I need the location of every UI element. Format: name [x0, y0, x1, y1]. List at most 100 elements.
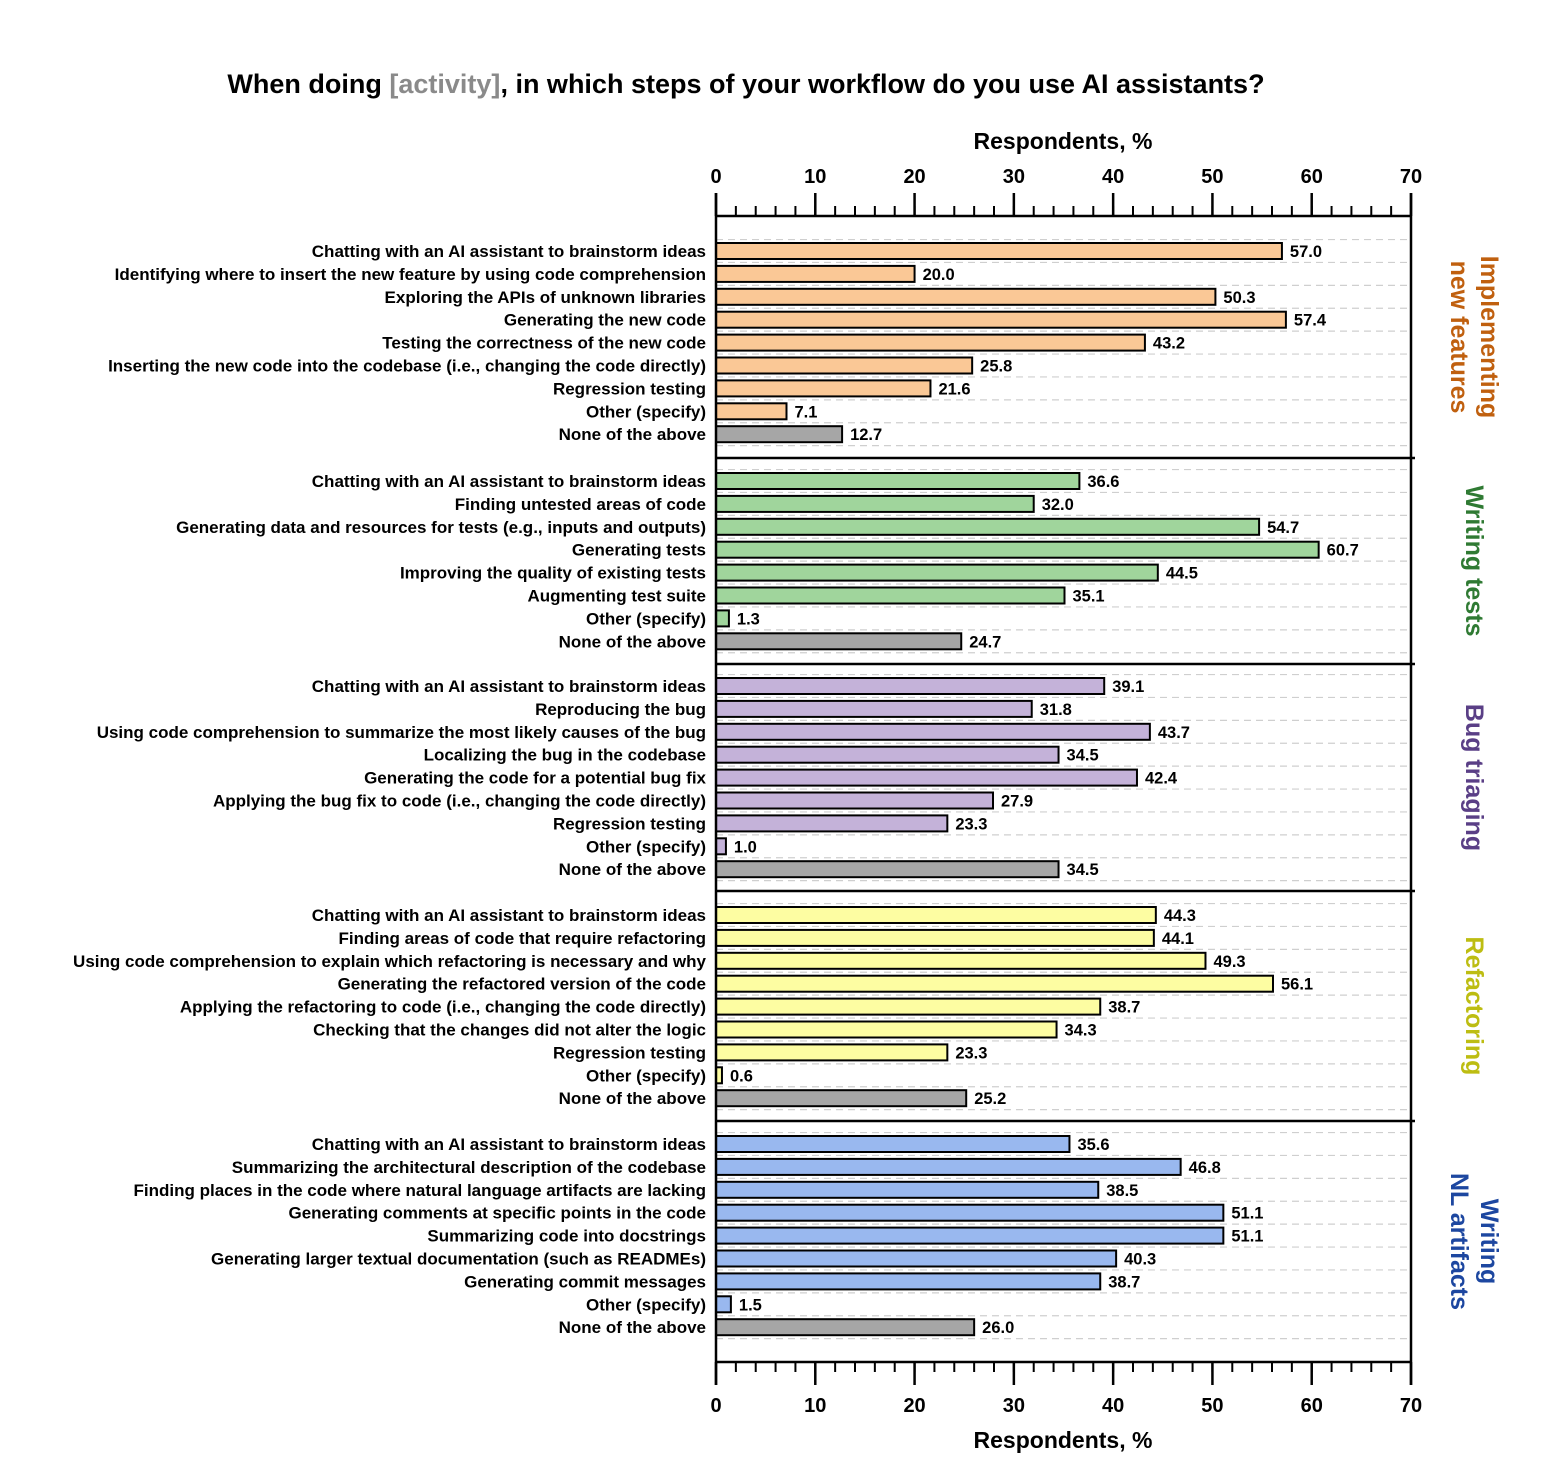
bar: [715, 1180, 1100, 1199]
bar: [715, 745, 1060, 764]
category-label: Chatting with an AI assistant to brainst…: [312, 677, 706, 696]
value-label: 54.7: [1267, 519, 1299, 537]
x-axis-title-top: Respondents, %: [974, 128, 1153, 154]
x-tick-label-bottom: 60: [1301, 1395, 1323, 1417]
bar: [715, 1295, 732, 1314]
category-label: Chatting with an AI assistant to brainst…: [312, 242, 706, 261]
value-label: 1.5: [739, 1296, 762, 1314]
chart-title-highlight: [activity]: [389, 69, 500, 99]
gridlines: [716, 238, 1411, 1340]
category-label: Testing the correctness of the new code: [382, 334, 706, 353]
bar-none-of-the-above: [715, 425, 844, 444]
value-label: 40.3: [1124, 1251, 1156, 1269]
category-label: Applying the bug fix to code (i.e., chan…: [213, 792, 706, 811]
category-label: Improving the quality of existing tests: [400, 564, 706, 583]
value-label: 44.1: [1162, 930, 1194, 948]
bar: [715, 494, 1035, 513]
bar: [715, 1203, 1225, 1222]
bar: [715, 1020, 1058, 1039]
category-label: Generating the code for a potential bug …: [364, 769, 706, 788]
value-label: 43.7: [1158, 724, 1190, 742]
category-label: Applying the refactoring to code (i.e., …: [180, 998, 706, 1017]
bar: [715, 951, 1207, 970]
bar: [715, 699, 1033, 718]
bar-none-of-the-above: [715, 1089, 968, 1108]
x-tick-label-top: 20: [903, 166, 925, 188]
x-tick-label-top: 10: [804, 166, 826, 188]
value-label: 38.5: [1106, 1182, 1138, 1200]
category-label: Other (specify): [586, 402, 706, 421]
x-tick-label-bottom: 20: [903, 1395, 925, 1417]
bar: [715, 310, 1287, 329]
value-label: 34.3: [1065, 1022, 1097, 1040]
category-label: Generating comments at specific points i…: [288, 1204, 706, 1223]
category-label: Finding areas of code that require refac…: [339, 929, 706, 948]
value-label: 43.2: [1153, 335, 1185, 353]
category-label: Summarizing code into docstrings: [427, 1227, 706, 1246]
bar: [715, 563, 1159, 582]
category-label: Generating larger textual documentation …: [211, 1250, 706, 1269]
bar: [715, 379, 932, 398]
bar-none-of-the-above: [715, 860, 1060, 879]
x-tick-label-bottom: 30: [1003, 1395, 1025, 1417]
bar: [715, 997, 1102, 1016]
chart-title-prefix: When doing: [227, 69, 389, 99]
x-tick-label-bottom: 40: [1102, 1395, 1124, 1417]
x-tick-label-top: 30: [1003, 166, 1025, 188]
value-label: 57.0: [1290, 243, 1322, 261]
category-label: Localizing the bug in the codebase: [424, 746, 706, 765]
value-label: 27.9: [1001, 793, 1033, 811]
category-label: Other (specify): [586, 1066, 706, 1085]
group-label: NL artifacts: [1445, 1173, 1473, 1310]
category-label: None of the above: [559, 1089, 706, 1108]
group-label: Refactoring: [1460, 937, 1488, 1076]
bar: [715, 1135, 1071, 1153]
value-label: 34.5: [1067, 747, 1099, 765]
x-tick-label-top: 70: [1400, 166, 1422, 188]
category-label: Augmenting test suite: [527, 587, 706, 606]
bar: [715, 1043, 949, 1062]
value-label: 12.7: [850, 426, 882, 444]
group-label: Writing: [1475, 1199, 1503, 1285]
bar: [715, 928, 1155, 947]
value-label: 46.8: [1189, 1159, 1221, 1177]
category-label: Checking that the changes did not alter …: [313, 1021, 706, 1040]
category-label: Other (specify): [586, 1295, 706, 1314]
bar: [715, 1226, 1225, 1245]
category-label: Other (specify): [586, 609, 706, 628]
category-label: None of the above: [559, 860, 706, 879]
value-label: 24.7: [969, 633, 1001, 651]
category-label: Regression testing: [553, 379, 706, 398]
value-label: 49.3: [1213, 953, 1245, 971]
value-label: 42.4: [1145, 770, 1178, 788]
x-tick-label-bottom: 70: [1400, 1395, 1422, 1417]
value-label: 7.1: [794, 403, 817, 421]
group-label: Writing tests: [1460, 486, 1488, 637]
bar: [715, 814, 949, 833]
x-tick-label-top: 60: [1301, 166, 1323, 188]
bar: [715, 402, 788, 421]
value-label: 20.0: [923, 266, 955, 284]
value-label: 25.2: [974, 1090, 1006, 1108]
bar: [715, 287, 1217, 306]
category-label: Using code comprehension to summarize th…: [97, 723, 706, 742]
group-label: new features: [1445, 261, 1473, 414]
value-label: 38.7: [1108, 999, 1140, 1017]
group-label: Bug triaging: [1460, 704, 1488, 851]
value-label: 50.3: [1223, 289, 1255, 307]
category-label: Reproducing the bug: [535, 700, 706, 719]
value-label: 23.3: [955, 1044, 987, 1062]
category-label: Chatting with an AI assistant to brainst…: [312, 472, 706, 491]
category-label: None of the above: [559, 1318, 706, 1337]
bar: [715, 768, 1138, 787]
value-label: 60.7: [1327, 542, 1359, 560]
category-label: Finding places in the code where natural…: [134, 1181, 707, 1200]
bar: [715, 517, 1261, 536]
bar: [715, 242, 1283, 260]
category-label: Summarizing the architectural descriptio…: [232, 1158, 706, 1177]
bar: [715, 356, 974, 375]
category-label: Inserting the new code into the codebase…: [108, 357, 706, 376]
value-label: 1.0: [734, 838, 757, 856]
